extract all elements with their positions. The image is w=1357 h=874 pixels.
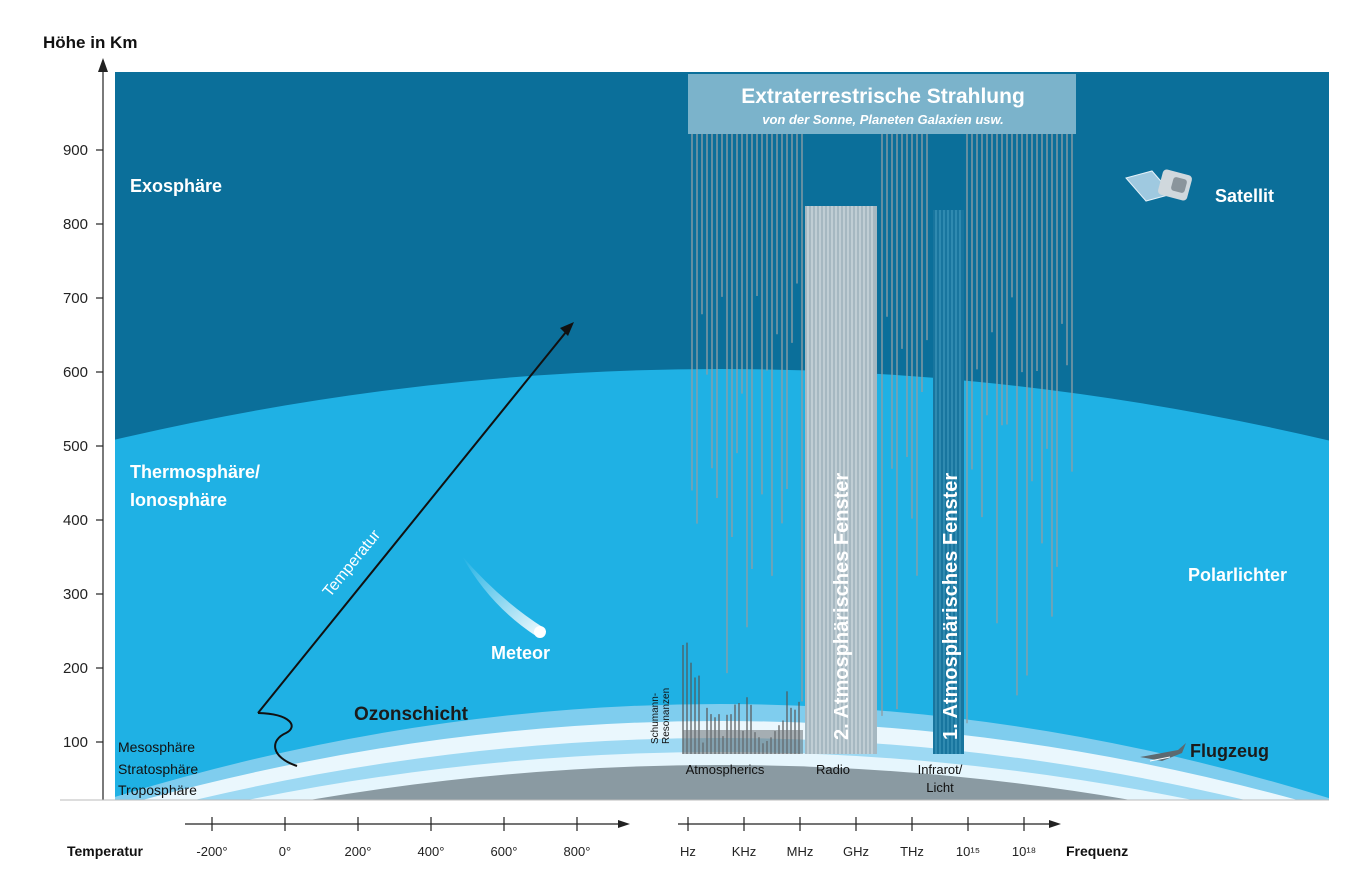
- frequency-axis: Frequenz Hz KHz MHz GHz THz 10¹⁵ 10¹⁸: [678, 817, 1128, 859]
- thermosphere-label-1: Thermosphäre/: [130, 462, 260, 482]
- atmospherics-lines: [682, 642, 803, 754]
- stratosphere-label: Stratosphäre: [118, 761, 198, 777]
- mesosphere-label: Mesosphäre: [118, 739, 195, 755]
- aurora-label: Polarlichter: [1188, 565, 1287, 585]
- frequency-tick-label: 10¹⁸: [1012, 844, 1036, 859]
- y-tick-label: 200: [63, 660, 88, 677]
- y-tick-label: 100: [63, 734, 88, 751]
- y-tick-label: 500: [63, 438, 88, 455]
- exosphere-label: Exosphäre: [130, 176, 222, 196]
- radiation-subtitle: von der Sonne, Planeten Galaxien usw.: [762, 112, 1004, 127]
- y-tick-label: 400: [63, 512, 88, 529]
- temperature-tick-label: 400°: [418, 844, 445, 859]
- meteor-icon: [462, 556, 546, 638]
- y-tick-label: 300: [63, 586, 88, 603]
- frequency-tick-label: THz: [900, 844, 924, 859]
- schumann-label-2: Resonanzen: [661, 688, 672, 744]
- schumann-label-1: Schumann-: [650, 693, 661, 744]
- band-atmospherics-label: Atmospherics: [686, 762, 765, 777]
- temperature-tick-label: 200°: [345, 844, 372, 859]
- frequency-tick-label: Hz: [680, 844, 696, 859]
- y-tick-label: 700: [63, 290, 88, 307]
- frequency-axis-label: Frequenz: [1066, 843, 1128, 859]
- radiation-title: Extraterrestrische Strahlung: [741, 85, 1025, 108]
- temperature-tick-label: -200°: [196, 844, 227, 859]
- band-infrared-label-1: Infrarot/: [918, 762, 963, 777]
- atmospherics-base: [683, 730, 803, 754]
- band-infrared-label-2: Licht: [926, 780, 954, 795]
- temperature-axis: Temperatur -200° 0° 200° 400° 600° 800°: [67, 817, 630, 859]
- airplane-label: Flugzeug: [1190, 741, 1269, 761]
- thermosphere-region: [115, 369, 1329, 800]
- y-axis-title: Höhe in Km: [43, 33, 137, 52]
- radio-window-label: 2. Atmosphärisches Fenster: [831, 473, 853, 740]
- optical-window: [933, 210, 964, 754]
- frequency-tick-label: MHz: [787, 844, 814, 859]
- radiation-lines: [691, 134, 1073, 724]
- ozone-layer-label: Ozonschicht: [354, 704, 469, 725]
- y-axis: Höhe in Km 900 800 700 600 500 400 300 200 100: [43, 33, 1329, 801]
- atmosphere-layers: [115, 72, 1329, 800]
- airplane-icon: [1140, 743, 1186, 762]
- y-tick-label: 600: [63, 364, 88, 381]
- satellite-label: Satellit: [1215, 186, 1274, 206]
- band-radio-label: Radio: [816, 762, 850, 777]
- temperature-axis-label: Temperatur: [67, 843, 144, 859]
- temperature-tick-label: 600°: [491, 844, 518, 859]
- optical-window-label: 1. Atmosphärisches Fenster: [940, 473, 962, 740]
- ground-region: [309, 765, 1131, 800]
- y-tick-label: 900: [63, 142, 88, 159]
- temperature-tick-label: 0°: [279, 844, 291, 859]
- troposphere-label: Troposphäre: [118, 782, 197, 798]
- temperature-tick-label: 800°: [564, 844, 591, 859]
- frequency-tick-label: GHz: [843, 844, 869, 859]
- meteor-label: Meteor: [491, 643, 550, 663]
- y-tick-label: 800: [63, 216, 88, 233]
- frequency-tick-label: 10¹⁵: [956, 844, 980, 859]
- frequency-tick-label: KHz: [732, 844, 757, 859]
- thermosphere-label-2: Ionosphäre: [130, 490, 227, 510]
- radio-window: [805, 206, 877, 754]
- satellite-icon: [1125, 169, 1192, 202]
- radiation-box: [688, 74, 1076, 134]
